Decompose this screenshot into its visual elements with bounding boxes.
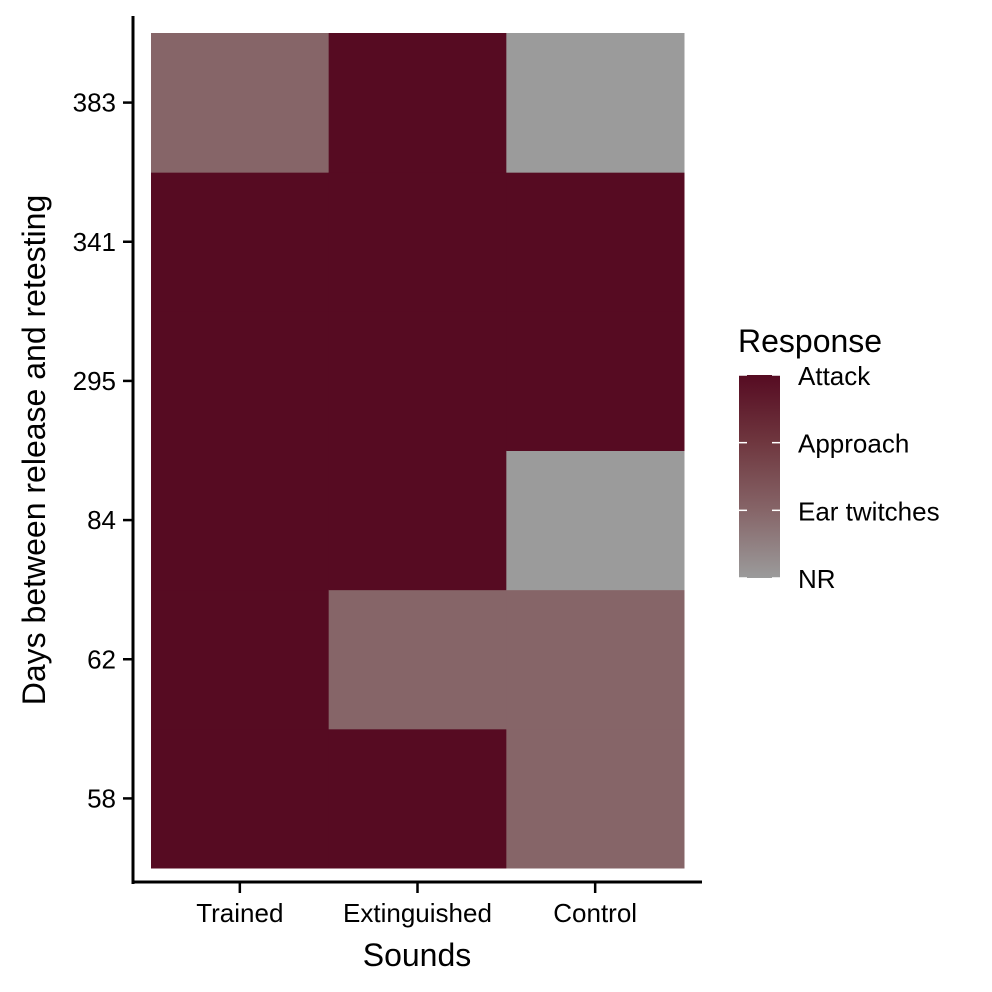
cell-control-84 [506,450,685,591]
cell-control-295 [506,311,685,451]
legend-label-attack: Attack [798,361,871,391]
legend-title: Response [738,323,882,359]
legend-label-ear-twitches: Ear twitches [798,496,940,526]
x-tick-label-control: Control [553,898,637,928]
heatmap-cells [151,33,685,869]
cell-trained-58 [151,728,330,869]
cell-extinguished-295 [328,311,507,451]
cell-trained-341 [151,172,330,312]
x-tick-label-trained: Trained [196,898,283,928]
y-axis-title: Days between release and retesting [16,195,52,706]
y-tick-label-62: 62 [87,644,116,674]
x-axis-title: Sounds [363,937,472,973]
cell-control-58 [506,728,685,869]
y-tick-label-84: 84 [87,505,116,535]
x-tick-label-extinguished: Extinguished [343,898,492,928]
y-tick-label-383: 383 [73,88,116,118]
y-axis-ticks: 58 62 84 295 341 383 [73,88,133,813]
y-tick-label-58: 58 [87,783,116,813]
cell-trained-84 [151,450,330,591]
x-axis-ticks: Trained Extinguished Control [196,882,637,928]
cell-trained-295 [151,311,330,451]
cell-extinguished-383 [328,33,507,173]
legend-label-approach: Approach [798,429,909,459]
y-tick-label-341: 341 [73,227,116,257]
cell-control-62 [506,589,685,730]
legend-entries: Attack Approach Ear twitches NR [739,361,940,594]
legend-colorbar [739,375,780,578]
legend-label-nr: NR [798,564,836,594]
cell-trained-383 [151,33,330,173]
cell-control-341 [506,172,685,312]
cell-extinguished-62 [328,589,507,730]
y-tick-label-295: 295 [73,366,116,396]
cell-extinguished-58 [328,728,507,869]
legend: Response Attack Approach Ear twitches NR [738,323,940,594]
cell-extinguished-84 [328,450,507,591]
cell-extinguished-341 [328,172,507,312]
cell-control-383 [506,33,685,173]
cell-trained-62 [151,589,330,730]
